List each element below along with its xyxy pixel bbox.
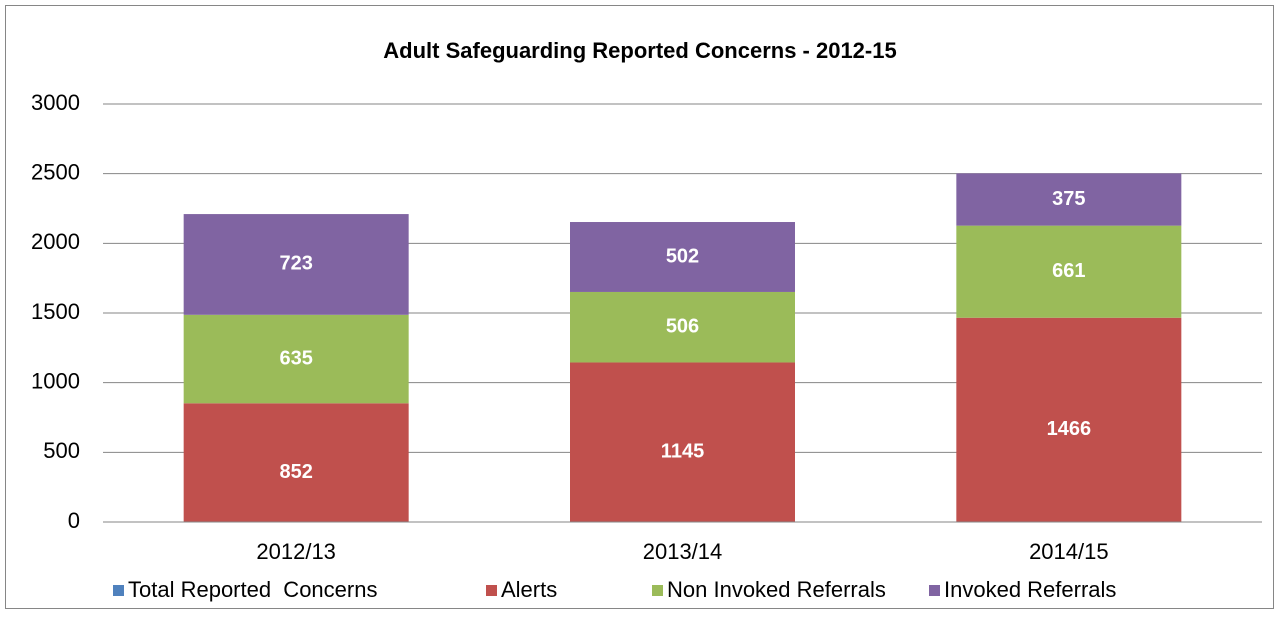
data-label: 661: [1052, 260, 1085, 282]
data-label: 635: [279, 347, 312, 369]
legend-label: Alerts: [501, 577, 557, 602]
data-label: 1466: [1047, 418, 1092, 440]
legend-marker: [486, 585, 497, 596]
bar-segment: [956, 225, 1182, 318]
y-tick-label: 500: [43, 438, 80, 463]
bar-segment: [570, 222, 795, 292]
bar-segment: [183, 403, 409, 522]
x-tick-label: 2013/14: [643, 539, 723, 564]
bar-segment: [570, 291, 795, 363]
data-label: 506: [666, 315, 699, 337]
legend-label: Invoked Referrals: [944, 577, 1116, 602]
x-tick-label: 2014/15: [1029, 539, 1109, 564]
bar-segment: [956, 317, 1182, 522]
legend-marker: [652, 585, 663, 596]
data-label: 852: [279, 461, 312, 483]
y-tick-label: 0: [68, 508, 80, 533]
data-label: 375: [1052, 188, 1085, 210]
chart-title: Adult Safeguarding Reported Concerns - 2…: [383, 38, 896, 63]
data-label: 723: [279, 253, 312, 275]
bar-segment: [183, 214, 409, 315]
legend-marker: [113, 585, 124, 596]
y-tick-label: 1500: [31, 299, 80, 324]
bar-segment: [956, 173, 1182, 226]
y-tick-label: 1000: [31, 368, 80, 393]
legend-label: Total Reported Concerns: [128, 577, 377, 602]
legend-label: Non Invoked Referrals: [667, 577, 886, 602]
legend-marker: [929, 585, 940, 596]
y-tick-label: 2000: [31, 229, 80, 254]
data-label: 1145: [661, 441, 704, 463]
data-label: 502: [666, 245, 699, 267]
y-tick-label: 3000: [31, 90, 80, 115]
bar-segment: [570, 362, 795, 522]
x-tick-label: 2012/13: [256, 539, 336, 564]
y-tick-label: 2500: [31, 159, 80, 184]
bar-segment: [183, 314, 409, 404]
